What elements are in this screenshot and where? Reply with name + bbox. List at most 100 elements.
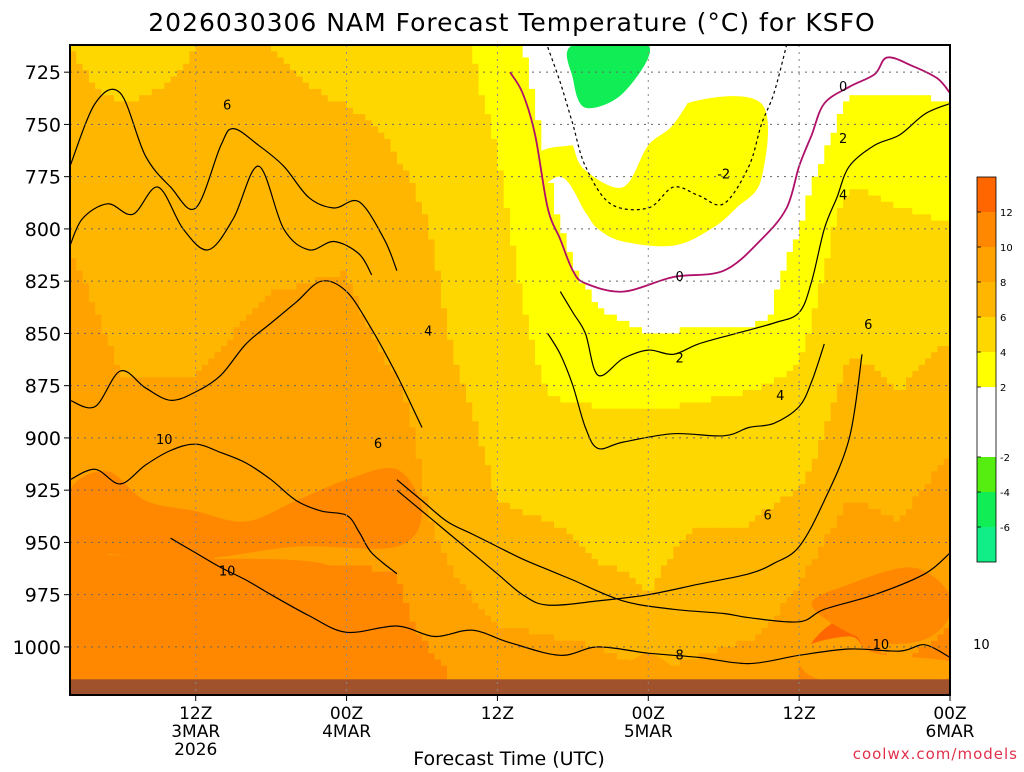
- heatmap-cell: [176, 352, 184, 360]
- heatmap-cell: [321, 258, 329, 266]
- heatmap-cell: [359, 364, 366, 372]
- heatmap-cell: [145, 201, 153, 209]
- heatmap-cell: [258, 471, 266, 479]
- heatmap-cell: [359, 559, 366, 566]
- heatmap-cell: [227, 201, 234, 209]
- heatmap-cell: [315, 352, 322, 360]
- heatmap-cell: [158, 82, 165, 90]
- heatmap-cell: [76, 157, 84, 165]
- heatmap-cell: [315, 245, 322, 253]
- heatmap-cell: [302, 132, 310, 140]
- heatmap-cell: [264, 214, 272, 222]
- heatmap-cell: [233, 258, 241, 266]
- heatmap-cell: [365, 151, 373, 159]
- heatmap-cell: [321, 308, 329, 316]
- heatmap-cell: [283, 126, 291, 134]
- heatmap-cell: [176, 502, 184, 510]
- heatmap-cell: [252, 358, 260, 366]
- heatmap-cell: [202, 245, 209, 253]
- heatmap-cell: [346, 264, 354, 272]
- heatmap-cell: [246, 251, 253, 259]
- heatmap-cell: [359, 452, 366, 460]
- heatmap-cell: [315, 308, 322, 316]
- heatmap-cell: [352, 139, 360, 146]
- heatmap-cell: [227, 88, 234, 96]
- heatmap-cell: [139, 264, 146, 272]
- heatmap-cell: [290, 208, 297, 215]
- heatmap-cell: [227, 233, 234, 240]
- heatmap-cell: [334, 433, 341, 441]
- heatmap-cell: [151, 283, 159, 291]
- heatmap-cell: [246, 302, 253, 309]
- heatmap-cell: [114, 383, 121, 391]
- heatmap-cell: [139, 458, 146, 466]
- heatmap-cell: [139, 283, 146, 291]
- heatmap-cell: [359, 408, 366, 416]
- heatmap-cell: [258, 509, 266, 516]
- heatmap-cell: [365, 201, 373, 209]
- heatmap-cell: [145, 477, 153, 485]
- heatmap-cell: [327, 233, 335, 240]
- heatmap-cell: [158, 170, 165, 178]
- heatmap-cell: [283, 408, 291, 416]
- heatmap-cell: [176, 233, 184, 240]
- heatmap-cell: [246, 295, 253, 303]
- heatmap-cell: [271, 320, 278, 328]
- heatmap-cell: [126, 157, 134, 165]
- heatmap-cell: [120, 295, 128, 303]
- heatmap-cell: [195, 672, 203, 679]
- heatmap-cell: [114, 201, 121, 209]
- heatmap-cell: [302, 452, 310, 460]
- heatmap-cell: [139, 76, 146, 84]
- heatmap-cell: [132, 659, 140, 667]
- heatmap-cell: [246, 402, 253, 410]
- heatmap-cell: [321, 358, 329, 366]
- heatmap-cell: [365, 107, 373, 115]
- heatmap-cell: [315, 552, 322, 560]
- heatmap-cell: [208, 672, 216, 679]
- heatmap-cell: [327, 214, 335, 222]
- heatmap-cell: [88, 289, 96, 297]
- heatmap-cell: [346, 352, 354, 360]
- heatmap-cell: [252, 327, 260, 335]
- heatmap-cell: [346, 51, 354, 59]
- heatmap-cell: [107, 132, 115, 140]
- heatmap-cell: [264, 270, 272, 278]
- heatmap-cell: [233, 458, 241, 466]
- heatmap-cell: [176, 182, 184, 190]
- heatmap-cell: [88, 333, 96, 341]
- heatmap-cell: [189, 233, 197, 240]
- heatmap-cell: [70, 145, 77, 153]
- heatmap-cell: [258, 258, 266, 266]
- heatmap-cell: [114, 665, 121, 673]
- heatmap-cell: [271, 120, 278, 128]
- heatmap-cell: [202, 427, 209, 435]
- heatmap-cell: [183, 157, 190, 165]
- heatmap-cell: [76, 665, 84, 673]
- heatmap-cell: [88, 672, 96, 679]
- heatmap-cell: [258, 95, 266, 103]
- heatmap-cell: [101, 95, 109, 103]
- heatmap-cell: [120, 471, 128, 479]
- heatmap-cell: [334, 295, 341, 303]
- heatmap-cell: [365, 214, 373, 222]
- heatmap-cell: [95, 233, 102, 240]
- heatmap-cell: [277, 139, 285, 146]
- heatmap-cell: [76, 95, 84, 103]
- heatmap-cell: [315, 427, 322, 435]
- heatmap-cell: [132, 70, 140, 77]
- heatmap-cell: [271, 327, 278, 335]
- heatmap-cell: [202, 414, 209, 422]
- heatmap-cell: [359, 672, 366, 679]
- heatmap-cell: [239, 408, 247, 416]
- heatmap-cell: [189, 264, 197, 272]
- heatmap-cell: [114, 208, 121, 215]
- heatmap-cell: [164, 189, 172, 197]
- heatmap-cell: [202, 509, 209, 516]
- heatmap-cell: [302, 82, 310, 90]
- heatmap-cell: [359, 170, 366, 178]
- heatmap-cell: [208, 245, 216, 253]
- heatmap-cell: [88, 264, 96, 272]
- heatmap-cell: [233, 346, 241, 353]
- heatmap-cell: [145, 114, 153, 121]
